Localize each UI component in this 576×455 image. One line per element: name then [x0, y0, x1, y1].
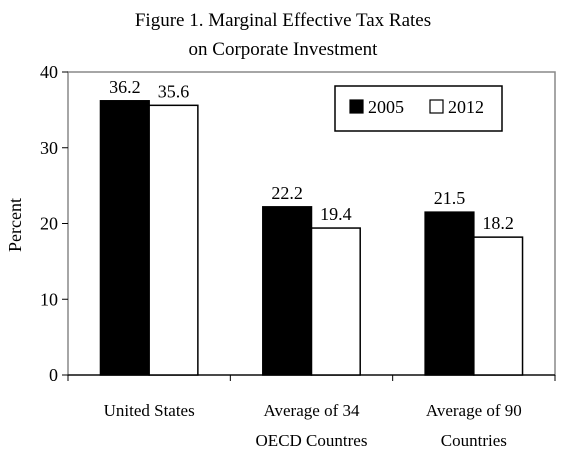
- data-label-2012-0: 35.6: [158, 81, 190, 101]
- x-axis: [67, 374, 556, 381]
- y-tick-label-10: 10: [40, 289, 58, 309]
- y-tick-label-40: 40: [40, 62, 58, 82]
- bar-2012-2: [473, 236, 524, 376]
- data-label-2005-1: 22.2: [271, 183, 303, 203]
- y-axis-label: Percent: [5, 198, 25, 252]
- category-label-2-line-0: Average of 90: [426, 401, 522, 420]
- bar-2005-2: [424, 211, 475, 376]
- data-labels: 36.2 35.6 22.2 19.4 21.5 18.2: [109, 77, 514, 233]
- y-tick-label-20: 20: [40, 214, 58, 234]
- y-axis: 0 10 20 30 40: [40, 62, 68, 385]
- category-label-1-line-0: Average of 34: [264, 401, 360, 420]
- bar-2005-0: [99, 100, 150, 376]
- data-label-2005-2: 21.5: [434, 188, 466, 208]
- legend-swatch-2012: [429, 99, 444, 114]
- bar-2012-0: [148, 104, 199, 376]
- legend-label-2012: 2012: [448, 97, 484, 117]
- category-labels: United States Average of 34 OECD Countres A…: [104, 401, 522, 450]
- data-label-2012-2: 18.2: [482, 213, 514, 233]
- chart-title-line-1: Figure 1. Marginal Effective Tax Rates: [135, 10, 431, 31]
- bars: [99, 100, 524, 376]
- category-label-2-line-1: Countries: [441, 431, 507, 450]
- y-tick-label-30: 30: [40, 138, 58, 158]
- chart-title: Figure 1. Marginal Effective Tax Rates o…: [135, 10, 431, 60]
- category-label-0-line-0: United States: [104, 401, 195, 420]
- legend: 2005 2012: [334, 85, 503, 132]
- bar-2012-1: [310, 227, 361, 376]
- data-label-2005-0: 36.2: [109, 77, 141, 97]
- data-label-2012-1: 19.4: [320, 204, 352, 224]
- legend-label-2005: 2005: [368, 97, 404, 117]
- legend-swatch-2005: [349, 99, 364, 114]
- chart-title-line-2: on Corporate Investment: [189, 39, 379, 60]
- bar-2005-1: [262, 206, 313, 376]
- y-tick-label-0: 0: [49, 365, 58, 385]
- category-label-1-line-1: OECD Countres: [256, 431, 368, 450]
